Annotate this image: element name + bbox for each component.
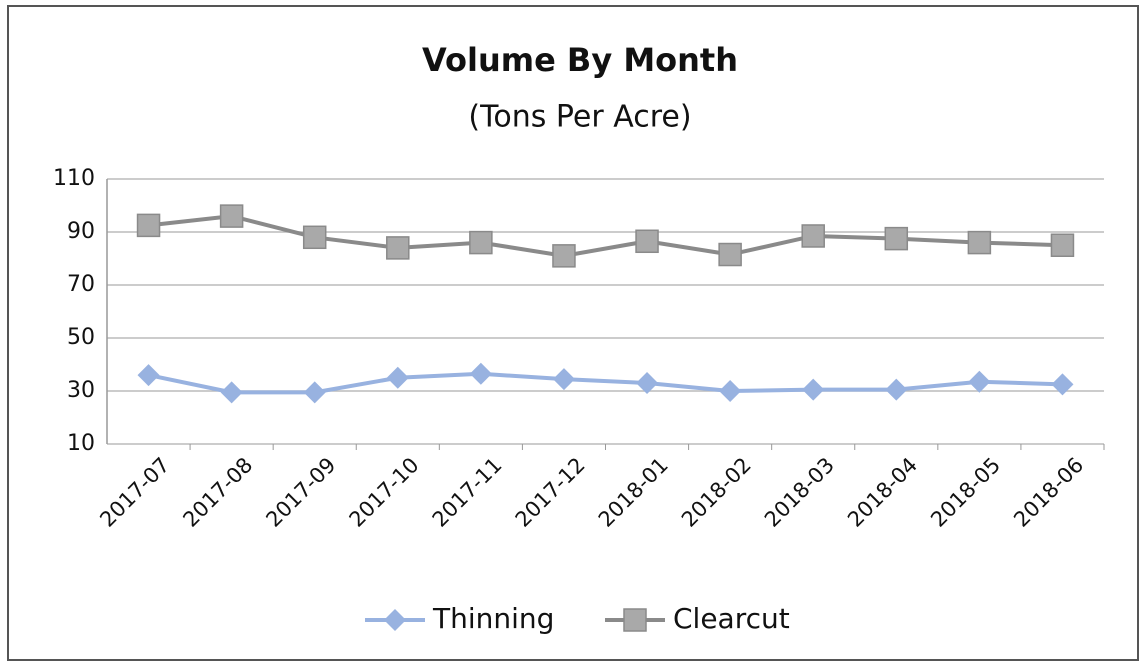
- y-tick-label: 30: [67, 378, 95, 403]
- chart-frame: [7, 5, 1139, 661]
- marker: [623, 608, 647, 632]
- marker: [968, 370, 991, 393]
- marker: [386, 366, 409, 389]
- legend-label: Thinning: [432, 602, 554, 635]
- marker: [136, 213, 161, 238]
- marker: [802, 378, 825, 401]
- y-tick-label: 110: [53, 166, 95, 191]
- marker: [552, 244, 576, 268]
- marker: [719, 380, 742, 402]
- marker: [137, 364, 160, 387]
- series-line: [148, 371, 1063, 395]
- marker: [302, 225, 327, 250]
- marker: [469, 362, 492, 385]
- marker: [1051, 373, 1074, 396]
- marker: [967, 230, 992, 255]
- chart-subtitle: (Tons Per Acre): [468, 100, 691, 135]
- y-tick-label: 10: [67, 431, 95, 456]
- marker: [635, 229, 659, 254]
- marker: [801, 224, 825, 248]
- marker: [636, 372, 659, 395]
- marker: [386, 236, 410, 260]
- y-tick-label: 70: [67, 272, 95, 297]
- legend-label: Clearcut: [673, 602, 790, 635]
- marker: [1050, 233, 1075, 257]
- marker: [220, 381, 243, 404]
- y-tick-label: 50: [67, 325, 95, 350]
- series-line: [148, 214, 1063, 258]
- marker: [884, 226, 909, 251]
- marker: [718, 242, 742, 267]
- marker: [303, 381, 326, 404]
- marker: [469, 230, 493, 255]
- marker: [885, 378, 908, 401]
- chart-title: Volume By Month: [422, 41, 738, 79]
- y-tick-label: 90: [67, 219, 95, 244]
- marker: [219, 204, 244, 228]
- marker: [384, 609, 406, 631]
- marker: [552, 368, 575, 391]
